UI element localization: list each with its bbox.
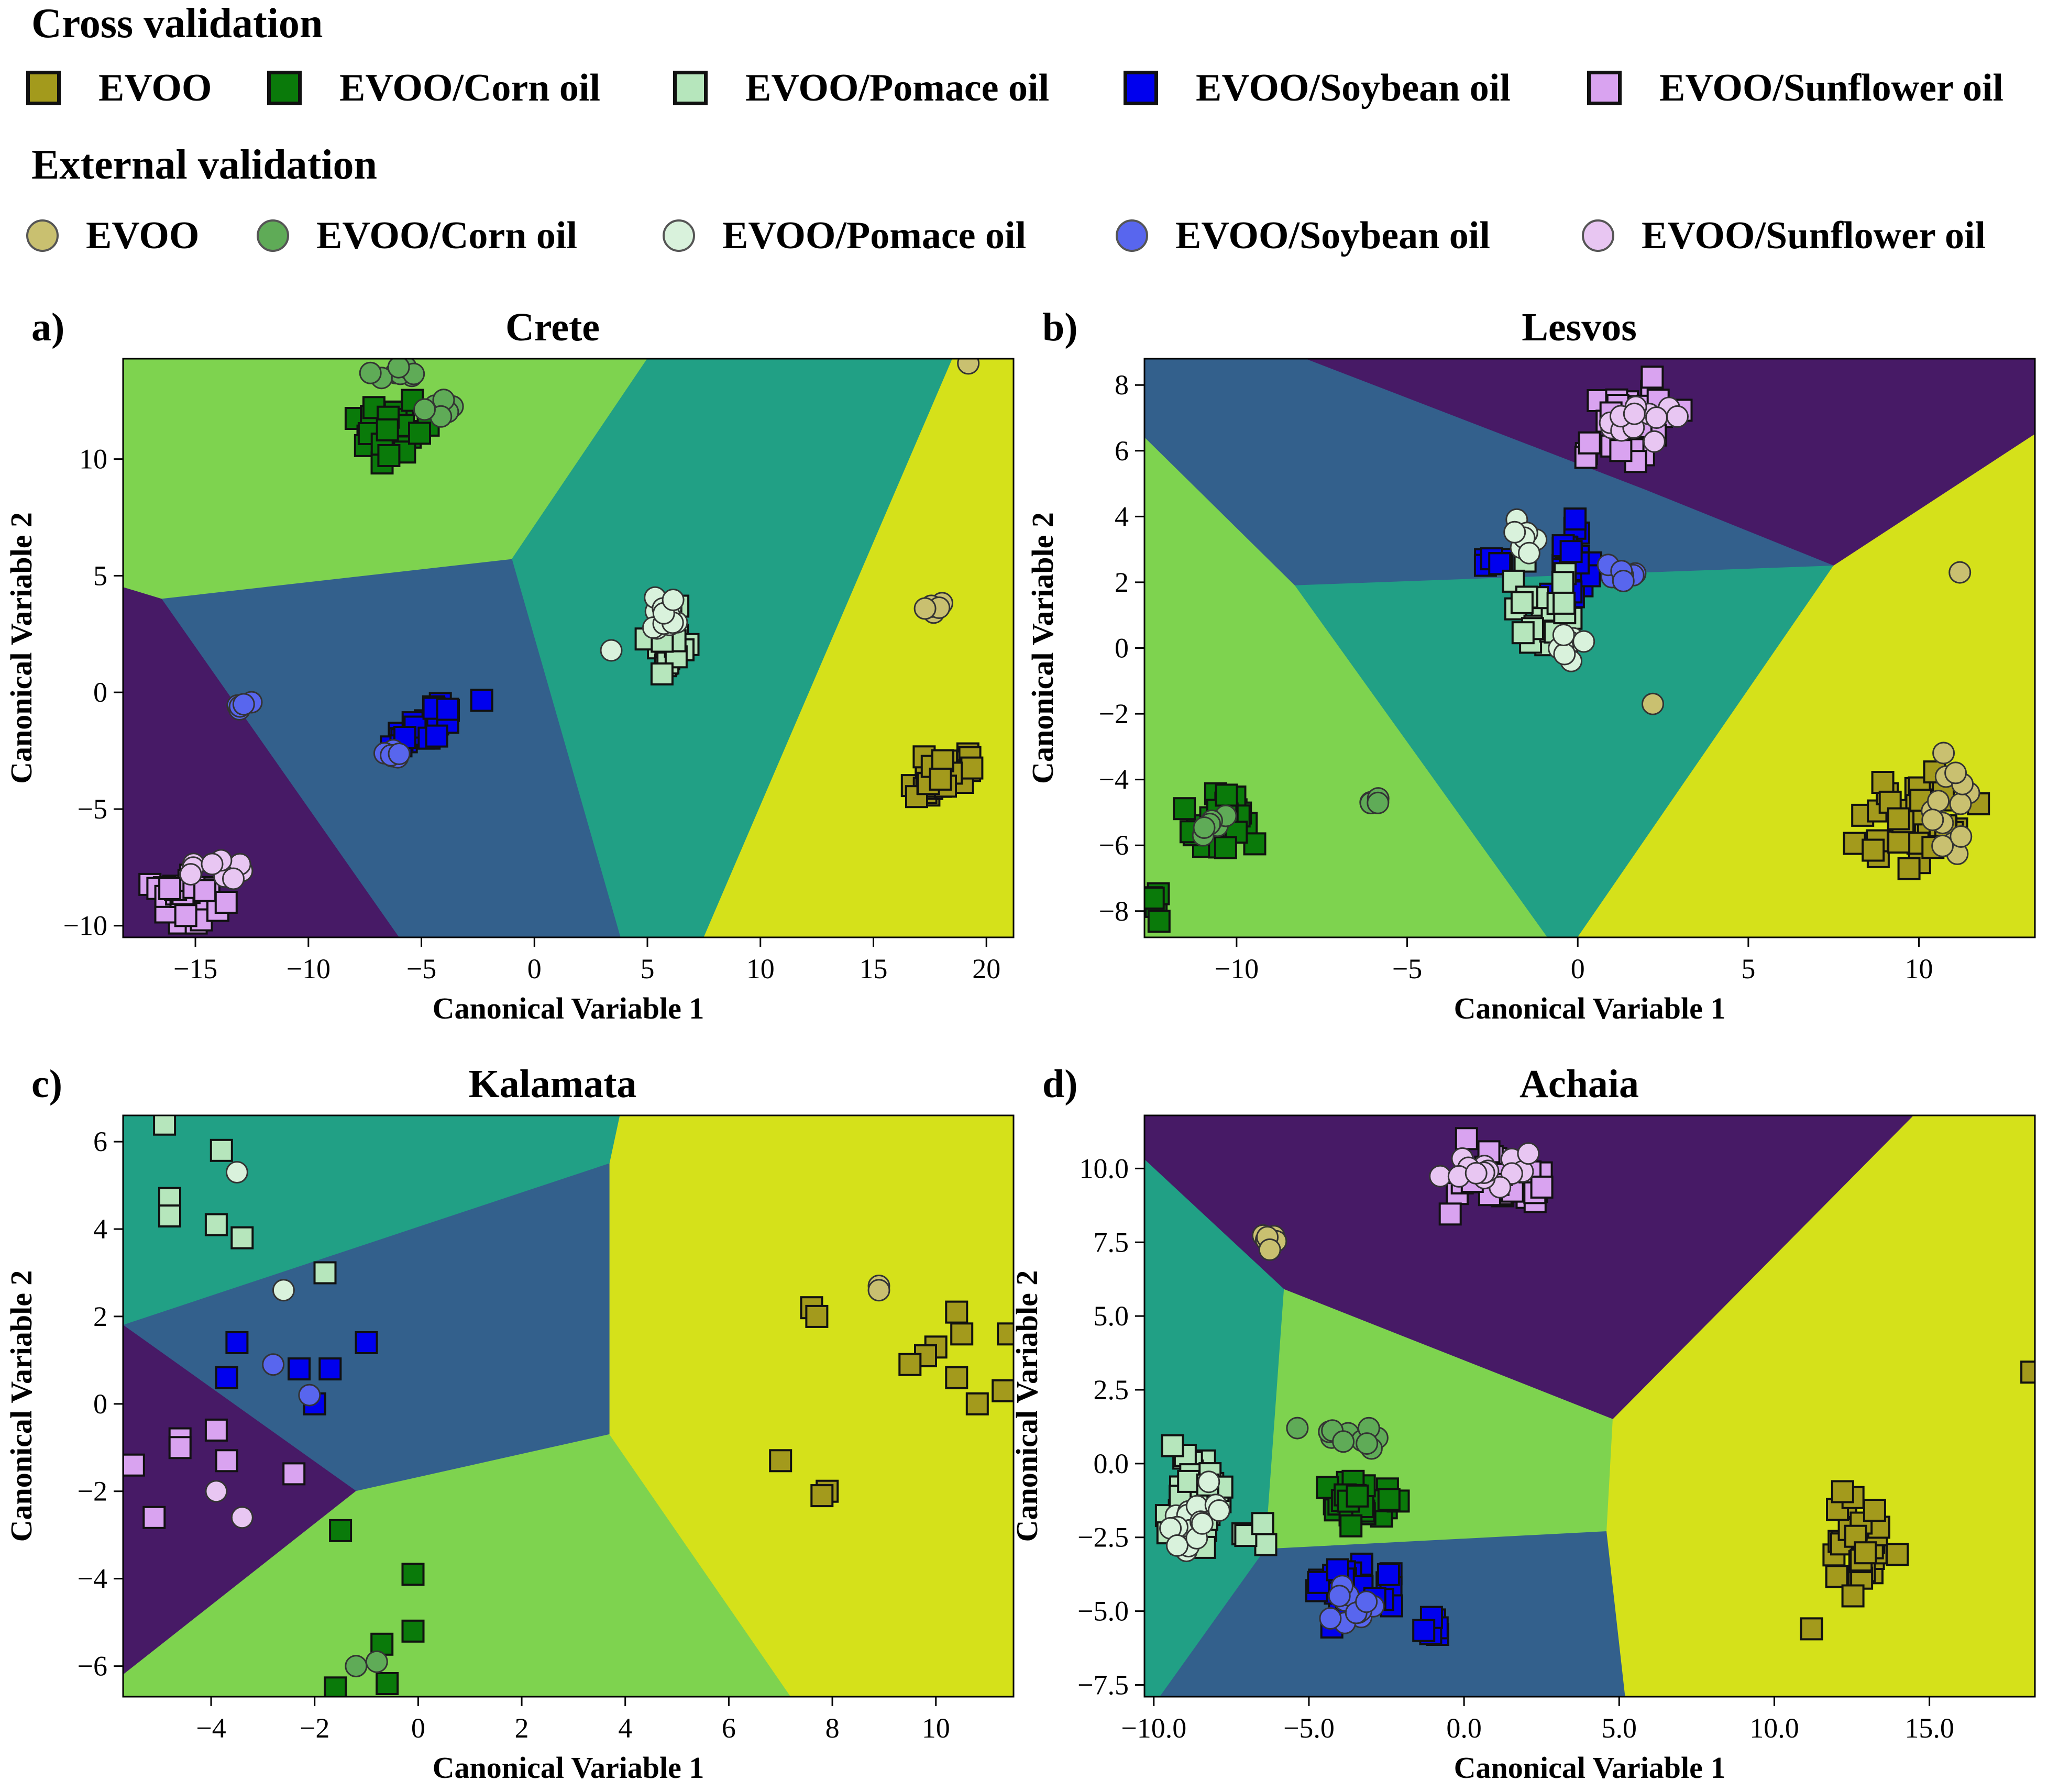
point-square-evoo-soybean-oil: [1378, 1564, 1399, 1585]
point-square-evoo: [1855, 1542, 1876, 1563]
point-circle-evoo-pomace-oil: [1192, 1513, 1213, 1534]
point-square-evoo-pomace-oil: [1256, 1534, 1276, 1555]
y-tick-label: −7.5: [1077, 1669, 1129, 1700]
point-square-evoo: [1864, 1500, 1885, 1521]
panel-label: d): [1042, 1062, 1078, 1106]
point-circle-evoo: [1259, 1239, 1280, 1260]
chart-title: Achaia: [1520, 1062, 1639, 1106]
point-square-evoo-sunflower-oil: [1532, 1177, 1552, 1198]
point-circle-evoo-sunflower-oil: [1466, 1163, 1487, 1183]
x-tick-label: −10.0: [1121, 1712, 1186, 1744]
chart-achaia: −10.0 −5.0 0.0 5.0 10.0 15.0 −7.5 −5.0 −2.5 0.0 2.…: [0, 0, 2048, 1792]
decision-regions: [1144, 1115, 2035, 1697]
y-tick-label: −2.5: [1077, 1522, 1129, 1553]
point-square-evoo-pomace-oil: [1162, 1435, 1183, 1456]
point-square-evoo: [1832, 1481, 1853, 1502]
point-circle-evoo-soybean-oil: [1329, 1586, 1350, 1607]
y-tick-label: 2.5: [1094, 1374, 1129, 1406]
point-circle-evoo-soybean-oil: [1356, 1591, 1377, 1612]
y-tick-label: 10.0: [1080, 1153, 1129, 1184]
point-square-evoo-corn-oil: [1347, 1486, 1368, 1507]
point-circle-evoo-sunflower-oil: [1518, 1143, 1539, 1164]
x-axis-label: Canonical Variable 1: [1454, 1751, 1726, 1785]
y-tick-label: 7.5: [1094, 1226, 1129, 1258]
point-circle-evoo-pomace-oil: [1198, 1472, 1219, 1492]
point-circle-evoo-corn-oil: [1357, 1433, 1378, 1454]
point-circle-evoo-soybean-oil: [1320, 1608, 1341, 1629]
x-tick-label: 0.0: [1446, 1712, 1482, 1744]
point-square-evoo: [1843, 1586, 1864, 1607]
point-square-evoo-soybean-oil: [1308, 1572, 1329, 1593]
y-tick-label: 5.0: [1094, 1300, 1129, 1332]
point-circle-evoo-sunflower-oil: [1430, 1166, 1451, 1187]
point-square-evoo-pomace-oil: [1178, 1471, 1199, 1492]
point-square-evoo: [1826, 1566, 1847, 1587]
point-circle-evoo-corn-oil: [1333, 1431, 1354, 1452]
x-tick-label: 10.0: [1749, 1712, 1799, 1744]
point-square-evoo: [2021, 1362, 2042, 1382]
x-tick-label: 5.0: [1602, 1712, 1637, 1744]
point-square-evoo-sunflower-oil: [1440, 1203, 1461, 1224]
point-square-evoo: [1801, 1618, 1822, 1639]
point-square-evoo-sunflower-oil: [1456, 1128, 1477, 1149]
y-axis-label: Canonical Variable 2: [1010, 1270, 1044, 1542]
point-square-evoo-corn-oil: [1340, 1516, 1361, 1536]
point-circle-evoo-corn-oil: [1287, 1418, 1308, 1439]
point-circle-evoo-pomace-oil: [1167, 1535, 1188, 1556]
point-square-evoo-soybean-oil: [1413, 1620, 1434, 1641]
point-square-evoo-pomace-oil: [1252, 1513, 1273, 1534]
x-tick-label: 15.0: [1904, 1712, 1954, 1744]
y-tick-label: −5.0: [1077, 1596, 1129, 1627]
x-tick-label: −5.0: [1283, 1712, 1335, 1744]
point-square-evoo: [1887, 1544, 1908, 1565]
y-tick-label: 0.0: [1094, 1448, 1129, 1479]
point-square-evoo-corn-oil: [1379, 1489, 1400, 1510]
